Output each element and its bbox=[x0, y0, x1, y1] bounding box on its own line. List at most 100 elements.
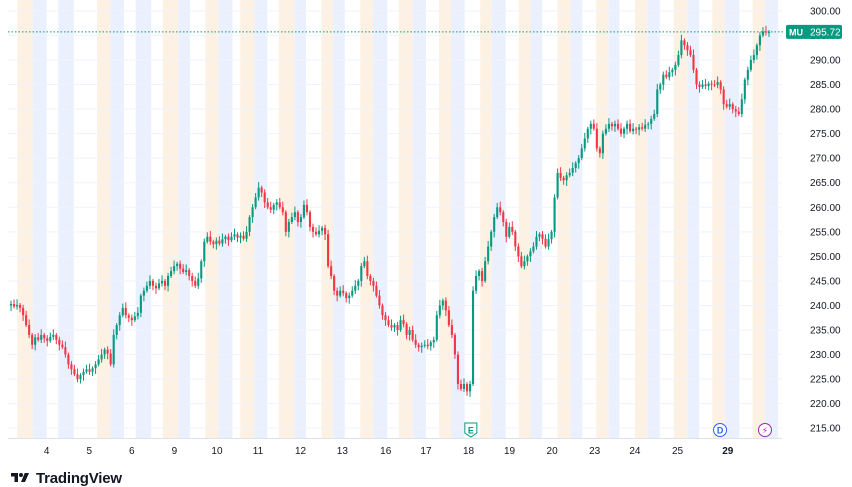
time-axis-tick-label: 24 bbox=[629, 446, 641, 457]
last-price-label-bg bbox=[786, 24, 842, 39]
candle bbox=[320, 225, 324, 236]
earnings-marker[interactable]: E bbox=[464, 422, 478, 438]
candle bbox=[305, 199, 309, 216]
candle bbox=[408, 326, 411, 341]
candle bbox=[390, 319, 393, 331]
candle bbox=[224, 234, 227, 244]
candle bbox=[49, 332, 52, 343]
price-axis-tick-label: 250.00 bbox=[810, 252, 841, 263]
candle-body-up bbox=[157, 283, 161, 289]
candle-body-up bbox=[644, 124, 647, 129]
candle-body-down bbox=[635, 128, 638, 130]
candle bbox=[438, 299, 441, 319]
candle bbox=[25, 310, 28, 328]
candle-body-up bbox=[299, 217, 302, 222]
candle-body-down bbox=[764, 31, 768, 33]
last-price-value: 295.72 bbox=[810, 27, 841, 38]
session-band-pre bbox=[162, 0, 179, 438]
candle bbox=[88, 363, 91, 375]
candle-body-up bbox=[526, 256, 529, 262]
time-axis[interactable]: 4 5 6 9 10 11 12 13 16 17 18 19 20 23 24 25 29 bbox=[44, 446, 734, 457]
candle-body-up bbox=[647, 123, 650, 125]
candle-body-up bbox=[145, 285, 148, 291]
candle bbox=[644, 119, 647, 132]
candle bbox=[251, 204, 254, 223]
candle-body-down bbox=[188, 270, 191, 276]
candle bbox=[269, 201, 272, 213]
candle-body-up bbox=[408, 330, 411, 335]
session-band-pre bbox=[634, 0, 648, 438]
candle bbox=[139, 293, 142, 318]
earnings-marker-shape bbox=[464, 422, 478, 438]
candle-body-down bbox=[641, 127, 644, 129]
candle bbox=[106, 346, 109, 360]
candle bbox=[764, 25, 768, 36]
candle bbox=[595, 123, 598, 152]
session-band-post bbox=[412, 0, 426, 438]
time-axis-tick-label: 20 bbox=[547, 446, 559, 457]
candle bbox=[520, 251, 523, 269]
candle-body-down bbox=[151, 280, 155, 286]
candle bbox=[257, 181, 260, 201]
candle-body-up bbox=[363, 261, 366, 267]
candle bbox=[387, 315, 390, 328]
candle bbox=[293, 206, 296, 221]
candle bbox=[613, 120, 617, 132]
grid-lines bbox=[8, 10, 782, 429]
candle-body-up bbox=[136, 312, 139, 317]
candle bbox=[743, 77, 746, 104]
candle-body-up bbox=[160, 280, 164, 284]
candle bbox=[499, 201, 502, 216]
tradingview-logo[interactable]: TradingView bbox=[8, 470, 122, 487]
candle-body-up bbox=[490, 231, 493, 247]
session-band-pre bbox=[518, 0, 531, 438]
candle-body-up bbox=[755, 45, 758, 56]
candle bbox=[574, 161, 577, 173]
candle bbox=[601, 130, 604, 159]
candle bbox=[112, 329, 115, 368]
candle-body-up bbox=[185, 270, 188, 273]
price-axis[interactable]: 300.00295.00290.00285.00280.00275.00270.… bbox=[810, 6, 841, 434]
price-axis-tick-label: 235.00 bbox=[810, 326, 841, 337]
candle-body-up bbox=[432, 339, 435, 343]
candle-body-up bbox=[82, 371, 85, 376]
candle bbox=[447, 305, 450, 328]
candle bbox=[157, 278, 161, 291]
candle-body-down bbox=[278, 202, 281, 208]
candle-body-down bbox=[456, 354, 460, 384]
session-band-pre bbox=[240, 0, 255, 438]
candle-body-down bbox=[46, 338, 49, 341]
candle bbox=[82, 368, 85, 381]
candle-body-down bbox=[683, 40, 686, 46]
candle-body-down bbox=[453, 334, 456, 355]
candle bbox=[239, 232, 242, 244]
candle bbox=[109, 349, 112, 367]
session-band-pre bbox=[439, 0, 452, 438]
price-axis-tick-label: 300.00 bbox=[810, 6, 841, 17]
candle-body-down bbox=[665, 74, 668, 78]
split-marker[interactable]: ⚡ bbox=[757, 423, 772, 437]
price-axis-tick-label: 285.00 bbox=[810, 80, 841, 91]
time-axis-tick-label: 11 bbox=[253, 446, 264, 457]
event-markers: E D ⚡ bbox=[464, 422, 772, 438]
candle-body-up bbox=[746, 69, 749, 80]
candle bbox=[420, 342, 423, 353]
candle bbox=[154, 282, 158, 294]
candle bbox=[740, 93, 743, 118]
candle-body-up bbox=[393, 325, 396, 328]
candle-body-up bbox=[671, 69, 674, 73]
candle-body-up bbox=[568, 172, 571, 176]
session-band-post bbox=[570, 0, 583, 438]
candle bbox=[767, 29, 771, 37]
candle bbox=[12, 299, 16, 309]
candle bbox=[580, 143, 583, 161]
candle-body-up bbox=[429, 342, 432, 347]
candle bbox=[405, 322, 408, 340]
candle bbox=[37, 332, 40, 342]
candle bbox=[357, 278, 360, 291]
candle-body-up bbox=[622, 128, 626, 134]
candle bbox=[450, 319, 453, 339]
price-axis-tick-label: 230.00 bbox=[810, 350, 841, 361]
dividend-marker[interactable]: D bbox=[713, 423, 728, 437]
